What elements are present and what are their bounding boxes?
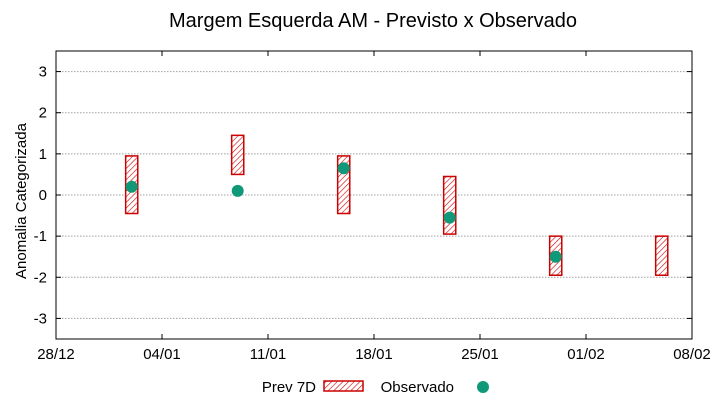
x-tick-label: 08/02 (673, 346, 711, 363)
legend-swatch-observed (477, 381, 489, 393)
x-tick-label: 01/02 (567, 346, 605, 363)
y-tick-label: 1 (39, 146, 47, 163)
y-axis-label: Anomalia Categorizada (13, 122, 30, 279)
y-tick-label: 0 (39, 187, 47, 204)
observed-point (549, 250, 562, 263)
x-tick-label: 11/01 (250, 346, 286, 363)
legend-swatch-forecast (323, 380, 364, 392)
x-tick-label: 04/01 (143, 346, 181, 363)
y-tick-label: -2 (34, 269, 47, 286)
x-axis-ticks: 28/12 04/01 11/01 18/01 25/01 01/02 08/02 (37, 51, 711, 363)
observed-point (125, 180, 138, 193)
x-tick-label: 28/12 (37, 346, 75, 363)
plot-frame (55, 50, 693, 340)
forecast-series (124, 134, 669, 276)
gridlines (56, 71, 692, 319)
chart-title: Margem Esquerda AM - Previsto x Observad… (169, 10, 577, 32)
observed-series (125, 162, 562, 263)
x-tick-label: 18/01 (355, 346, 393, 363)
y-axis-ticks: 3 2 1 0 -1 -2 -3 (34, 64, 692, 327)
forecast-range-bar (442, 175, 457, 235)
y-tick-label: 3 (39, 64, 47, 81)
y-tick-label: -3 (34, 310, 47, 327)
forecast-range-bar (230, 134, 245, 176)
legend: Prev 7D Observado (262, 379, 489, 396)
observed-point (231, 184, 244, 197)
y-tick-label: 2 (39, 105, 47, 122)
observed-point (443, 211, 456, 224)
legend-label-observed: Observado (381, 379, 454, 396)
observed-point (337, 162, 350, 175)
x-tick-label: 25/01 (461, 346, 499, 363)
forecast-range-bar (654, 235, 669, 276)
y-tick-label: -1 (34, 228, 47, 245)
legend-label-forecast: Prev 7D (262, 379, 316, 396)
